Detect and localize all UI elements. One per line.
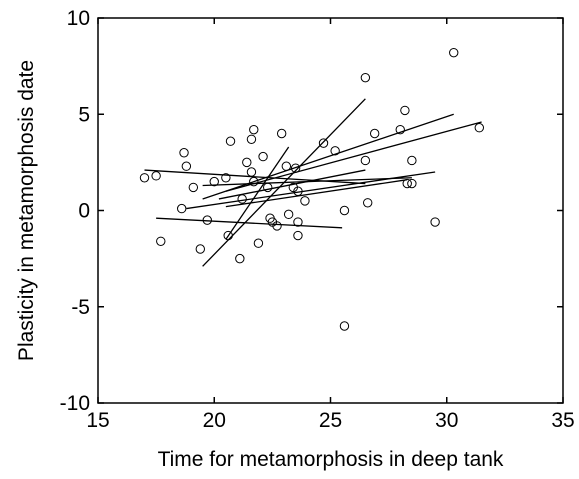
x-tick-label: 30: [435, 409, 458, 432]
data-point: [360, 72, 371, 83]
data-point: [181, 161, 192, 171]
data-point: [407, 178, 417, 189]
data-point: [360, 155, 371, 166]
data-point: [235, 253, 245, 264]
regression-line: [225, 121, 482, 192]
x-tick-label: 35: [551, 409, 574, 432]
axes: [97, 17, 564, 404]
data-point: [293, 217, 303, 227]
y-tick-label: 0: [78, 200, 90, 223]
data-point: [177, 203, 187, 214]
data-point: [293, 230, 303, 241]
data-point: [430, 217, 440, 227]
data-point: [339, 321, 350, 331]
data-point: [300, 196, 310, 206]
y-tick-label: 10: [67, 7, 90, 30]
ticks: 15 20 25 30 35 -10 -5 0 5 10: [60, 7, 575, 432]
plot-frame: [97, 17, 564, 404]
data-point: [400, 105, 410, 116]
data-point: [249, 176, 259, 187]
data-point: [258, 151, 268, 162]
regression-line: [202, 177, 412, 187]
data-point: [225, 136, 236, 146]
data-point: [202, 215, 212, 225]
x-axis-title: Time for metamorphosis in deep tank: [158, 448, 504, 471]
data-point: [407, 155, 417, 166]
regression-line: [225, 146, 290, 240]
data-point: [402, 178, 412, 189]
data-point: [221, 173, 231, 183]
data-point: [246, 134, 257, 144]
data-point: [283, 209, 294, 220]
data-point: [242, 157, 252, 168]
data-point: [195, 244, 206, 254]
data-point: [156, 236, 166, 247]
data-point: [474, 123, 484, 133]
data-point: [395, 124, 405, 135]
regression-line: [218, 169, 366, 200]
regression-line: [225, 179, 408, 208]
y-tick-label: -10: [60, 392, 90, 415]
data-point: [293, 186, 303, 196]
data-point: [179, 148, 189, 158]
x-tick-label: 20: [203, 409, 226, 432]
data-point: [330, 146, 340, 156]
y-tick-label: 5: [78, 103, 90, 126]
data-point: [253, 238, 264, 248]
y-axis-title: Plasticity in metamorphosis date: [15, 60, 38, 361]
data-points: [139, 47, 484, 331]
regression-line: [202, 113, 454, 200]
data-point: [246, 167, 257, 177]
regression-line: [156, 217, 343, 229]
data-point: [139, 173, 150, 183]
data-point: [272, 221, 282, 231]
data-point: [237, 194, 247, 204]
data-point: [339, 205, 350, 216]
y-tick-label: -5: [71, 296, 90, 319]
data-point: [281, 161, 292, 171]
data-point: [249, 124, 259, 135]
data-point: [276, 128, 287, 139]
data-point: [363, 198, 373, 208]
x-tick-label: 15: [86, 409, 109, 432]
data-point: [263, 182, 273, 193]
data-point: [209, 176, 219, 187]
data-point: [290, 163, 301, 173]
data-point: [449, 47, 459, 58]
data-point: [151, 171, 161, 181]
data-point: [223, 230, 233, 241]
regression-line: [186, 171, 436, 210]
data-point: [369, 128, 380, 139]
regression-lines: [144, 98, 482, 267]
data-point: [318, 138, 329, 148]
x-tick-label: 25: [319, 409, 342, 432]
data-point: [188, 182, 199, 193]
